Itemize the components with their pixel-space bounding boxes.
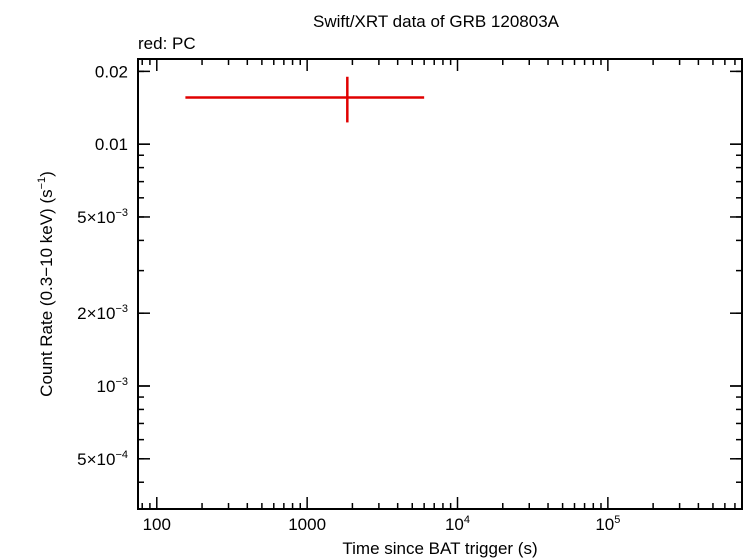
y-axis-label: Count Rate (0.3−10 keV) (s−1) [36, 171, 56, 397]
data-point [185, 76, 425, 123]
x-tick-label: 100 [143, 515, 171, 534]
y-tick-labels: 0.02 0.01 5×10−3 2×10−3 10−3 5×10−4 [77, 62, 128, 468]
x-tick-labels: 100 1000 104 105 [143, 514, 621, 534]
axis-ticks [138, 59, 742, 509]
y-axis-label-close: ) [37, 171, 56, 177]
data-series [185, 76, 425, 123]
x-tick-label: 105 [595, 514, 620, 534]
y-tick-label: 10−3 [97, 376, 128, 396]
y-tick-label: 5×10−4 [77, 449, 128, 469]
chart-subtitle: red: PC [138, 34, 196, 53]
y-tick-label: 0.01 [95, 135, 128, 154]
plot-frame [137, 58, 743, 510]
y-tick-label: 2×10−3 [77, 303, 128, 323]
y-axis-label-main: Count Rate (0.3−10 keV) (s [37, 189, 56, 396]
x-tick-label: 1000 [288, 515, 326, 534]
y-tick-label: 0.02 [95, 62, 128, 81]
chart-title: Swift/XRT data of GRB 120803A [313, 12, 560, 31]
x-tick-label: 104 [445, 514, 470, 534]
y-tick-label: 5×10−3 [77, 207, 128, 227]
x-axis-label: Time since BAT trigger (s) [342, 539, 537, 558]
y-axis-label-exponent: −1 [36, 177, 48, 190]
